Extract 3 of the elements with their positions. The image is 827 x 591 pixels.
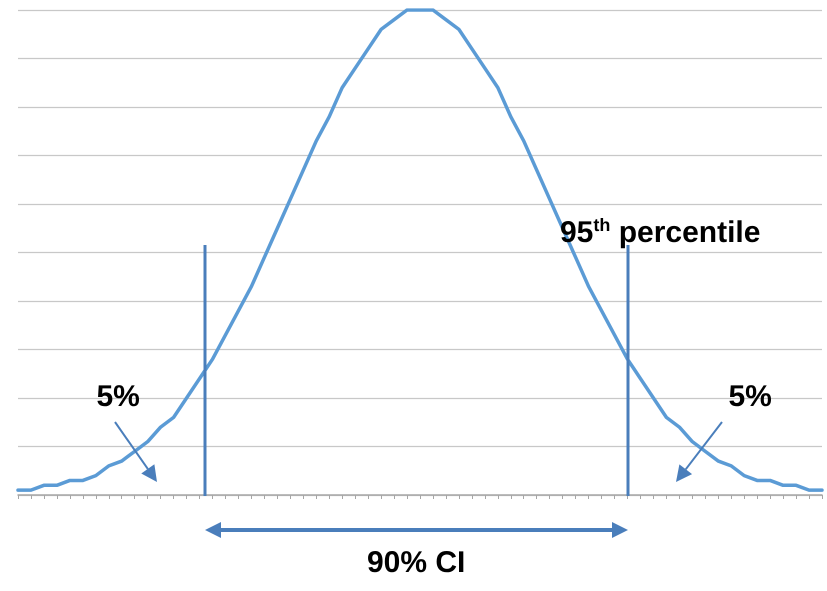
text: 90% CI <box>367 546 466 579</box>
annotation: 5% <box>96 380 140 413</box>
annotation: 5% <box>728 380 772 413</box>
